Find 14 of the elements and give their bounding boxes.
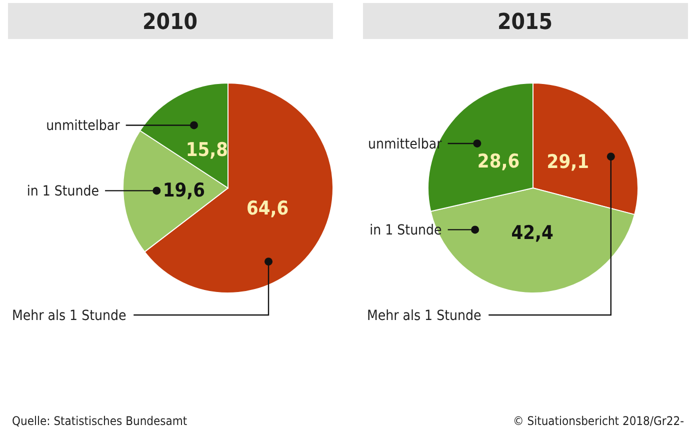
slice-label: Mehr als 1 Stunde	[12, 308, 126, 324]
data-label: 42,4	[511, 222, 554, 244]
data-label: 15,8	[186, 139, 228, 162]
text: © Situationsbericht 2018/Gr22-	[513, 414, 684, 428]
chart-title: 2010	[142, 10, 198, 35]
data-label: 64,6	[246, 198, 289, 220]
slice-label: unmittelbar	[46, 118, 121, 134]
data-label: 29,1	[546, 151, 589, 174]
slice-label: Mehr als 1 Stunde	[367, 308, 482, 324]
data-label: 28,6	[477, 150, 520, 173]
source-note: Quelle: Statistisches Bundesamt	[12, 414, 188, 428]
slice-label: in 1 Stunde	[26, 184, 100, 200]
chart-title: 2015	[497, 10, 553, 35]
data-label: 19,6	[162, 180, 206, 202]
